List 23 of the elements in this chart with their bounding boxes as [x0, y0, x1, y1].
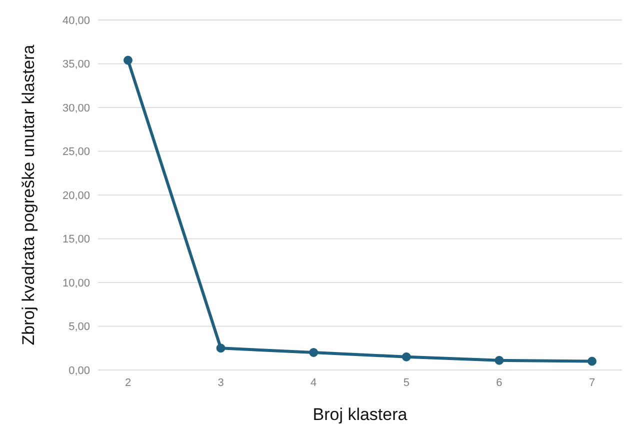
y-axis-title: Zbroj kvadrata pogreške unutar klastera: [19, 44, 38, 346]
x-axis-title: Broj klastera: [312, 405, 408, 424]
x-tick-label: 6: [496, 376, 502, 389]
x-tick-label: 5: [403, 376, 410, 389]
point: [124, 56, 132, 65]
point: [588, 356, 596, 366]
x-tick-label: 2: [124, 376, 132, 389]
y-tick-label: 10,00: [62, 277, 90, 290]
x-tick-label: 3: [218, 376, 224, 389]
point: [402, 352, 411, 362]
x-tick-label: 7: [588, 376, 596, 389]
y-tick-label: 0,00: [68, 364, 90, 377]
point: [494, 356, 504, 365]
y-tick-label: 15,00: [62, 234, 90, 246]
y-tick-label: 20,00: [62, 190, 90, 202]
y-tick-label: 5,00: [68, 321, 90, 334]
point: [309, 348, 318, 357]
point: [216, 344, 226, 353]
y-tick-label: 35,00: [62, 58, 90, 71]
y-tick-label: 30,00: [62, 102, 90, 114]
y-tick-label: 25,00: [62, 146, 90, 158]
y-tick-label: 40,00: [62, 14, 90, 27]
x-tick-label: 4: [310, 376, 317, 389]
